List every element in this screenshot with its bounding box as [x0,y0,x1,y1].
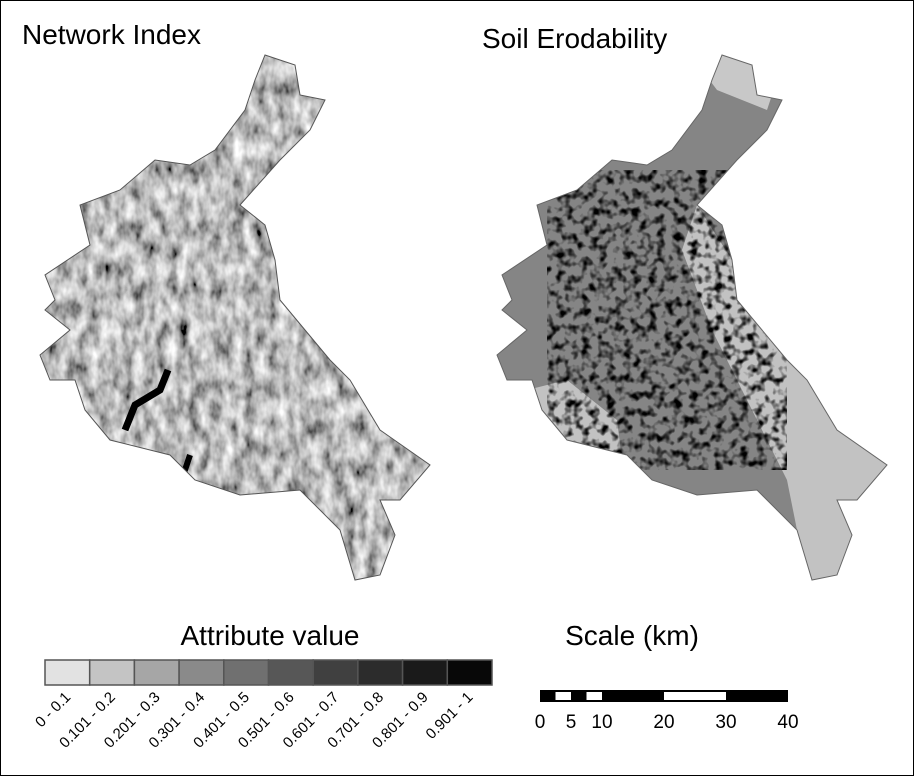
legend-title: Attribute value [181,620,360,651]
legend-swatch [357,659,404,686]
legend-swatch [223,659,270,686]
scale-label: 10 [591,712,612,733]
panel-title: Network Index [22,19,201,50]
scale-bar: 0 5 10 20 30 40 [535,690,799,733]
legend-swatch [88,659,136,686]
legend-swatch [178,659,225,686]
scale-segment [664,692,726,700]
scale-label: 30 [715,712,736,733]
legend-swatch [401,659,449,686]
legend-swatch [312,659,359,686]
scale-segment [540,692,556,700]
scale-segment [602,692,664,700]
scale-segment [555,692,571,700]
panel-title: Soil Erodability [482,23,667,54]
scale-title: Scale (km) [565,620,699,651]
scale-segment [586,692,602,700]
legend-swatch [133,659,180,686]
scale-label: 20 [653,712,674,733]
scale-segment [571,692,587,700]
scale-label: 0 [535,712,546,733]
legend-swatch [446,659,493,686]
legend-swatch [267,659,314,686]
scale-label: 5 [566,712,577,733]
scale-segment [726,692,788,700]
scale-label: 40 [777,712,798,733]
legend-swatch [44,659,91,686]
